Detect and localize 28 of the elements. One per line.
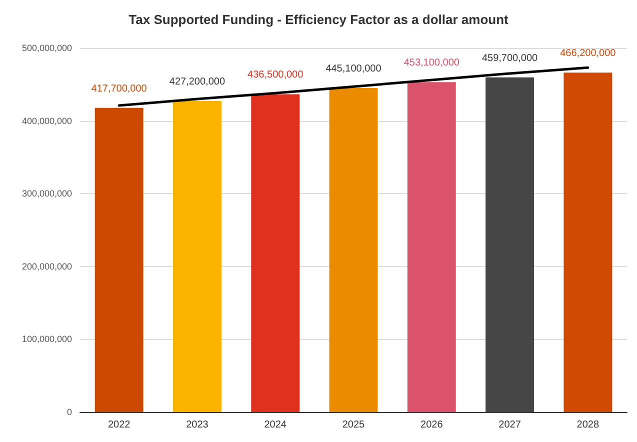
x-tick-label: 2027	[498, 420, 522, 430]
bar	[329, 88, 378, 412]
x-tick-label: 2023	[186, 420, 209, 430]
bar	[564, 72, 612, 412]
bar	[251, 94, 300, 412]
bar	[486, 77, 534, 412]
bar	[172, 101, 222, 412]
data-label: 466,200,000	[560, 48, 616, 60]
data-label: 427,200,000	[169, 76, 226, 88]
bar	[407, 82, 456, 412]
y-tick-label: 300,000,000	[22, 188, 72, 199]
x-tick-label: 2028	[576, 420, 600, 430]
data-label: 445,100,000	[326, 63, 382, 74]
x-tick-label: 2024	[264, 420, 287, 430]
chart-title: Tax Supported Funding - Efficiency Factor as a dollar amount	[128, 12, 510, 27]
x-tick-label: 2025	[342, 420, 366, 430]
data-label: 459,700,000	[482, 52, 538, 64]
data-label: 417,700,000	[91, 83, 148, 94]
y-tick-label: 500,000,000	[22, 43, 72, 53]
data-label: 453,100,000	[404, 58, 460, 69]
bar	[94, 108, 144, 412]
y-tick-label: 100,000,000	[22, 334, 72, 344]
y-tick-label: 0	[66, 407, 72, 417]
y-tick-label: 400,000,000	[22, 116, 72, 126]
y-tick-label: 200,000,000	[22, 261, 72, 272]
data-label: 436,500,000	[248, 70, 304, 81]
x-tick-label: 2026	[420, 420, 444, 430]
x-tick-label: 2022	[108, 420, 131, 430]
